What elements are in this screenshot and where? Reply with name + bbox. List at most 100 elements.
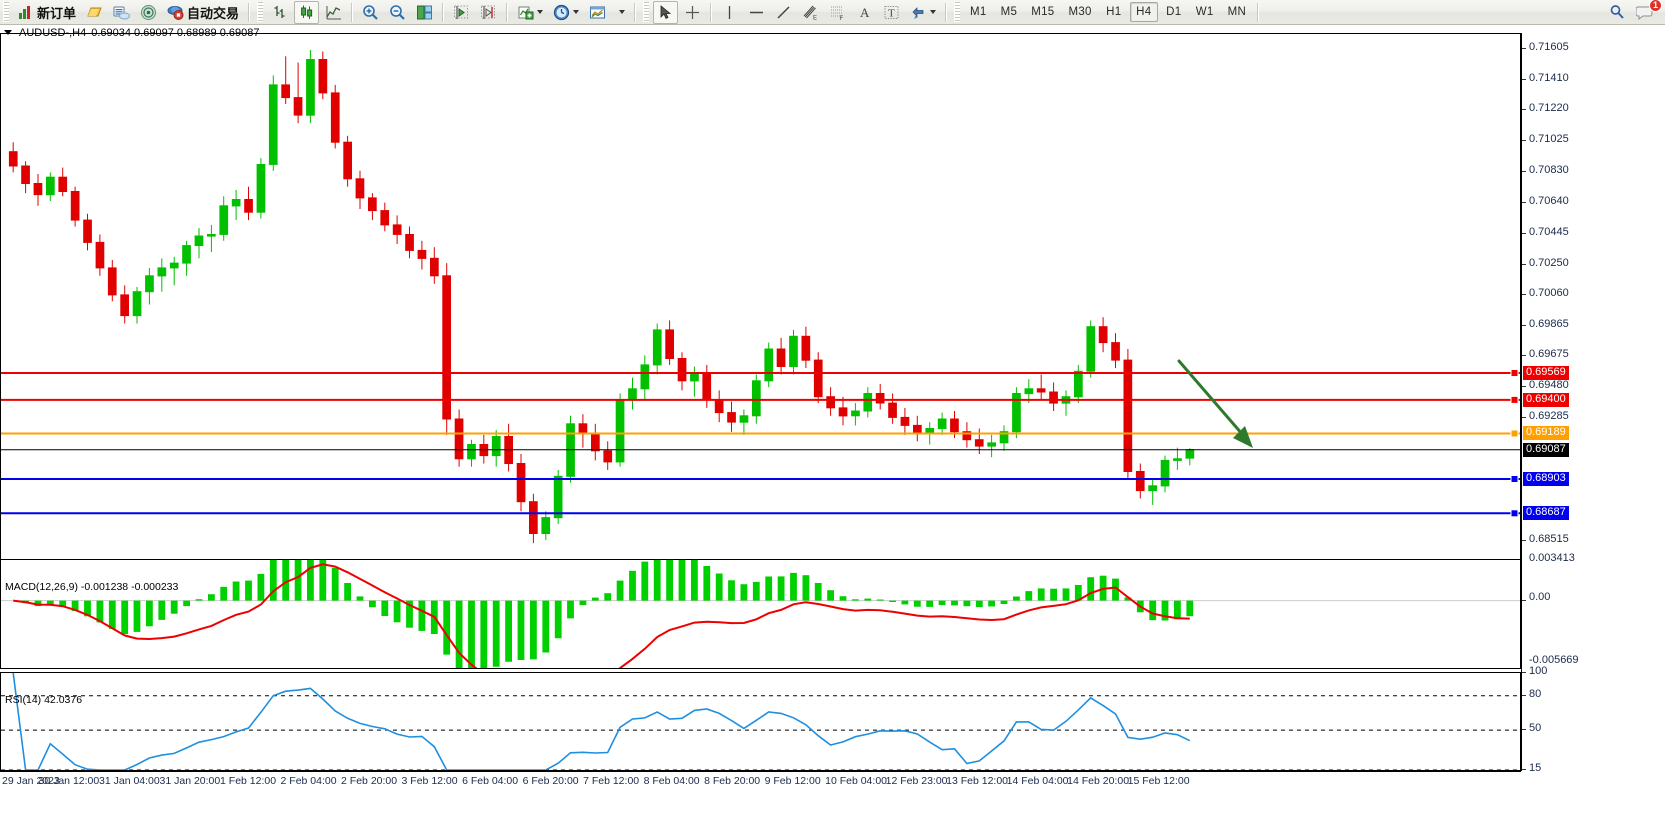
support-line-2-label[interactable]: 0.68687 xyxy=(1523,506,1569,521)
svg-text:A: A xyxy=(860,5,870,20)
shift-start-button[interactable] xyxy=(449,1,474,24)
axis-tick-label: 0.68515 xyxy=(1529,532,1569,545)
chat-icon[interactable]: 1 xyxy=(1636,0,1662,21)
timeframe-m5[interactable]: M5 xyxy=(1000,6,1018,18)
rsi-axis-tick xyxy=(1522,729,1526,731)
price-panel[interactable] xyxy=(0,33,1521,560)
svg-text:T: T xyxy=(888,7,895,19)
main-toolbar: 新订单 xyxy=(0,0,1665,25)
timeframe-h1[interactable]: H1 xyxy=(1106,6,1122,18)
svg-text:F: F xyxy=(840,16,844,21)
text-icon: T xyxy=(883,4,900,21)
rsi-panel[interactable] xyxy=(0,672,1521,771)
time-axis-label: 10 Feb 04:00 xyxy=(825,775,887,787)
shift-end-button[interactable] xyxy=(476,1,501,24)
toolbar-grip-2[interactable] xyxy=(257,2,264,22)
add-indicator-button[interactable] xyxy=(513,1,547,24)
folder-button[interactable] xyxy=(82,1,107,24)
chart-symbol-header[interactable]: AUDUSD-,H4 0.69034 0.69097 0.68989 0.690… xyxy=(0,25,259,40)
notification-badge: 1 xyxy=(1649,0,1662,12)
timeframe-mn[interactable]: MN xyxy=(1227,6,1247,18)
axis-tick-label: 0.70830 xyxy=(1529,164,1569,177)
trendline-icon xyxy=(775,4,792,21)
line-chart-button[interactable] xyxy=(321,1,346,24)
search-icon[interactable] xyxy=(1609,4,1626,21)
trendline-button[interactable] xyxy=(771,1,796,24)
macd-panel[interactable] xyxy=(0,559,1521,669)
cursor-button[interactable] xyxy=(653,0,679,24)
timeframe-w1[interactable]: W1 xyxy=(1195,6,1214,18)
equidistant-channel-button[interactable]: E xyxy=(798,1,823,24)
new-order-label: 新订单 xyxy=(37,5,77,21)
auto-trading-button[interactable]: 自动交易 xyxy=(163,1,243,24)
chart-area[interactable]: AUDUSD-,H4 0.69034 0.69097 0.68989 0.690… xyxy=(0,25,1665,838)
timeframe-d1[interactable]: D1 xyxy=(1166,6,1182,18)
resistance-line-1-label[interactable]: 0.69569 xyxy=(1523,366,1569,381)
axis-tick-label: 0.70445 xyxy=(1529,225,1569,238)
pivot-line-label[interactable]: 0.69189 xyxy=(1523,426,1569,441)
zoom-in-button[interactable] xyxy=(358,1,383,24)
time-axis-label: 2 Feb 20:00 xyxy=(341,775,398,787)
templates-dropdown-button[interactable] xyxy=(612,1,629,24)
toolbar-grip-4[interactable] xyxy=(954,2,961,22)
axis-tick-label: 0.70060 xyxy=(1529,286,1569,299)
timeframe-m1[interactable]: M1 xyxy=(970,6,987,18)
time-axis-label: 15 Feb 12:00 xyxy=(1127,775,1190,787)
publish-button[interactable] xyxy=(109,1,134,24)
fibonacci-button[interactable]: F xyxy=(825,1,850,24)
vline-button[interactable] xyxy=(717,1,742,24)
axis-tick xyxy=(1522,79,1526,81)
svg-text:E: E xyxy=(813,15,817,21)
chevron-down-icon[interactable] xyxy=(537,10,544,14)
time-axis-label: 31 Jan 20:00 xyxy=(159,775,221,787)
rsi-plot xyxy=(1,673,1520,770)
toolbar-divider-4 xyxy=(506,2,509,22)
axis-tick-label: 0.69480 xyxy=(1529,379,1569,392)
support-line-1-label[interactable]: 0.68903 xyxy=(1523,471,1569,486)
axis-tick xyxy=(1522,232,1526,234)
toolbar-grip[interactable] xyxy=(3,2,9,22)
drawings-button[interactable] xyxy=(906,1,940,24)
chevron-down-icon-4[interactable] xyxy=(930,10,937,14)
period-button[interactable] xyxy=(549,1,583,24)
price-axis[interactable]: 0.71605 0.71410 0.71220 0.71025 0.70830 0.706… xyxy=(1521,33,1665,774)
text-label-button[interactable]: A xyxy=(852,1,877,24)
new-order-button[interactable]: 新订单 xyxy=(13,1,80,24)
signals-button[interactable] xyxy=(136,1,161,24)
rsi-axis-label: 50 xyxy=(1529,722,1542,735)
timeframe-m30[interactable]: M30 xyxy=(1068,6,1092,18)
axis-tick xyxy=(1522,293,1526,295)
tile-windows-button[interactable] xyxy=(412,1,437,24)
axis-tick-label: 0.71605 xyxy=(1529,41,1569,54)
toolbar-grip-3[interactable] xyxy=(643,2,650,22)
time-axis-label: 13 Feb 12:00 xyxy=(946,775,1009,787)
bar-chart-button[interactable] xyxy=(267,1,292,24)
toolbar-divider-8 xyxy=(1257,2,1260,22)
axis-tick xyxy=(1522,263,1526,265)
chevron-down-icon-chart[interactable] xyxy=(4,30,12,35)
timeframe-m15[interactable]: M15 xyxy=(1031,6,1055,18)
rsi-axis-tick xyxy=(1522,769,1526,770)
toolbar-divider-6 xyxy=(710,2,713,22)
current-price-line-label[interactable]: 0.69087 xyxy=(1523,442,1569,457)
vline-icon xyxy=(721,4,738,21)
text-button[interactable]: T xyxy=(879,1,904,24)
toolbar-divider-7 xyxy=(945,2,948,22)
zoom-out-button[interactable] xyxy=(385,1,410,24)
templates-button[interactable] xyxy=(585,1,610,24)
macd-axis-tick xyxy=(1522,599,1526,601)
folder-icon xyxy=(86,4,103,21)
hline-button[interactable] xyxy=(744,1,769,24)
candlestick-chart-button[interactable] xyxy=(294,0,320,24)
time-axis-label: 6 Feb 04:00 xyxy=(462,775,519,787)
chevron-down-icon-2[interactable] xyxy=(573,10,580,14)
time-axis-label: 9 Feb 12:00 xyxy=(764,775,821,787)
crosshair-button[interactable] xyxy=(680,1,705,24)
macd-axis-label: 0.003413 xyxy=(1529,552,1575,564)
time-axis-label: 30 Jan 12:00 xyxy=(38,775,100,787)
timeframe-h4[interactable]: H4 xyxy=(1129,2,1158,22)
resistance-line-2-label[interactable]: 0.69400 xyxy=(1523,392,1569,407)
time-axis: 29 Jan 2023 30 Jan 12:00 31 Jan 04:00 31 Ja… xyxy=(0,771,1521,795)
chevron-down-icon-3[interactable] xyxy=(619,10,626,14)
axis-tick-label: 0.69675 xyxy=(1529,348,1569,361)
